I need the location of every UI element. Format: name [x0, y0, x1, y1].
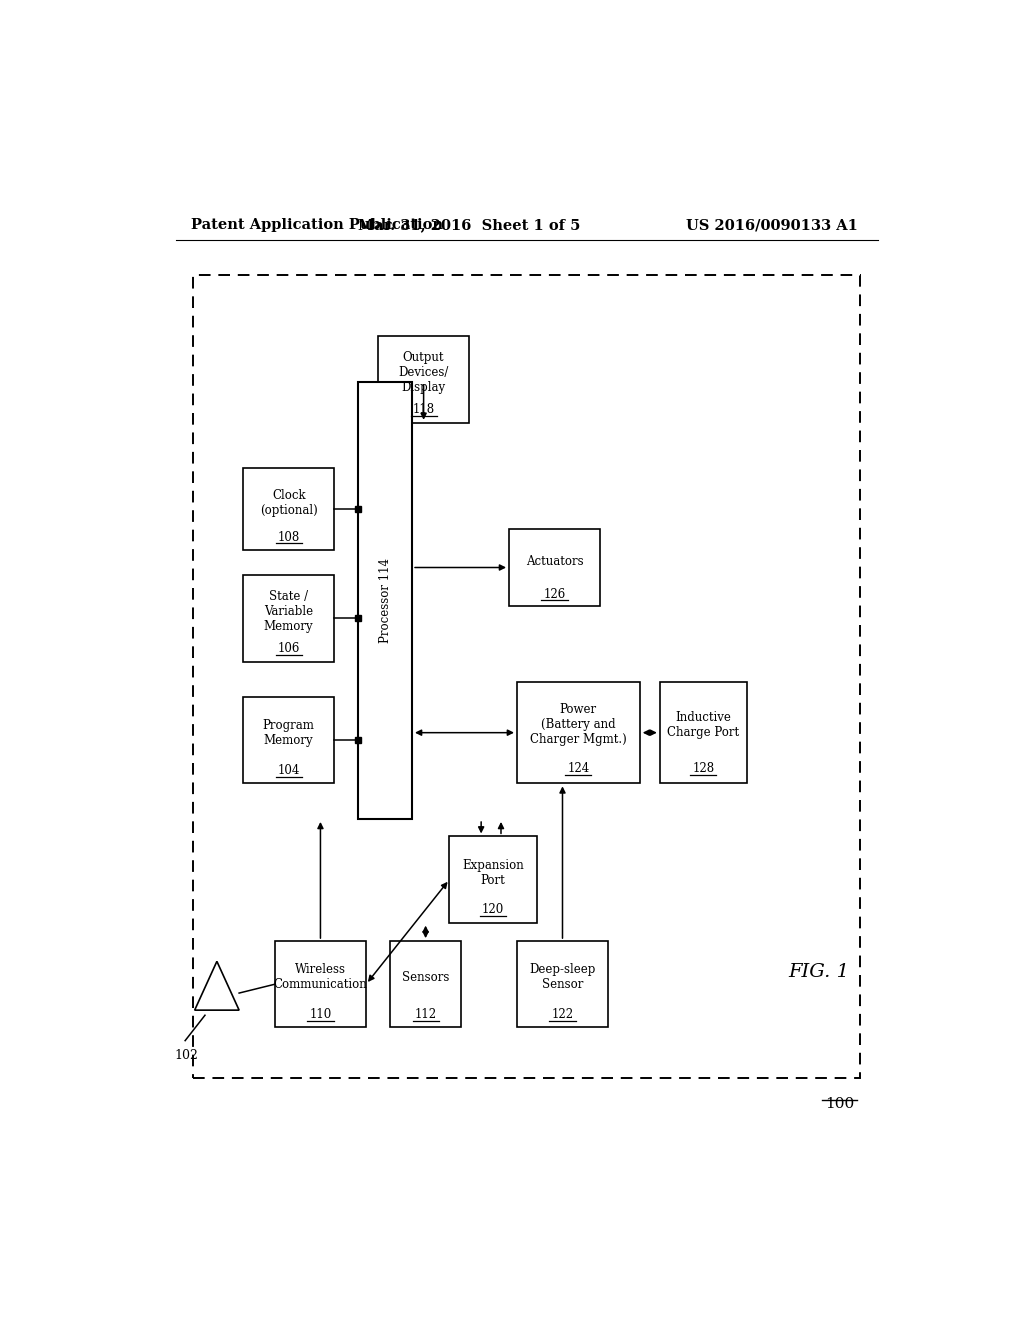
Text: 104: 104 — [278, 764, 300, 777]
Text: 124: 124 — [567, 762, 590, 775]
Text: Wireless
Communication: Wireless Communication — [273, 964, 368, 991]
Text: Sensors: Sensors — [401, 970, 450, 983]
Bar — [390, 941, 462, 1027]
Text: 108: 108 — [278, 531, 300, 544]
Bar — [517, 682, 640, 784]
Text: Processor 114: Processor 114 — [379, 558, 391, 643]
Bar — [450, 837, 537, 923]
Bar — [194, 276, 860, 1078]
Text: Clock
(optional): Clock (optional) — [260, 488, 317, 516]
Text: Actuators: Actuators — [525, 554, 584, 568]
Text: 126: 126 — [544, 587, 565, 601]
Text: Mar. 31, 2016  Sheet 1 of 5: Mar. 31, 2016 Sheet 1 of 5 — [358, 219, 581, 232]
Text: Program
Memory: Program Memory — [263, 719, 314, 747]
Text: 122: 122 — [552, 1008, 573, 1020]
Bar — [517, 941, 608, 1027]
Text: 110: 110 — [309, 1008, 332, 1020]
Bar — [358, 381, 412, 818]
Text: 102: 102 — [175, 1049, 199, 1061]
Bar — [274, 941, 367, 1027]
Bar — [243, 697, 334, 784]
Bar — [659, 682, 748, 784]
Text: 100: 100 — [825, 1097, 854, 1110]
Text: 112: 112 — [415, 1008, 436, 1020]
Bar — [509, 529, 600, 606]
Text: Output
Devices/
Display: Output Devices/ Display — [398, 351, 449, 395]
Bar — [243, 576, 334, 661]
Text: Patent Application Publication: Patent Application Publication — [191, 219, 443, 232]
Text: Power
(Battery and
Charger Mgmt.): Power (Battery and Charger Mgmt.) — [530, 704, 627, 746]
Text: Deep-sleep
Sensor: Deep-sleep Sensor — [529, 964, 596, 991]
Text: 120: 120 — [482, 903, 504, 916]
Text: 106: 106 — [278, 642, 300, 655]
Text: FIG. 1: FIG. 1 — [787, 962, 849, 981]
Text: State /
Variable
Memory: State / Variable Memory — [264, 590, 313, 632]
Text: Inductive
Charge Port: Inductive Charge Port — [668, 710, 739, 738]
Text: 118: 118 — [413, 403, 434, 416]
Text: Expansion
Port: Expansion Port — [462, 858, 524, 887]
Bar — [378, 337, 469, 422]
Bar — [243, 469, 334, 549]
Text: US 2016/0090133 A1: US 2016/0090133 A1 — [686, 219, 858, 232]
Text: 128: 128 — [692, 762, 715, 775]
